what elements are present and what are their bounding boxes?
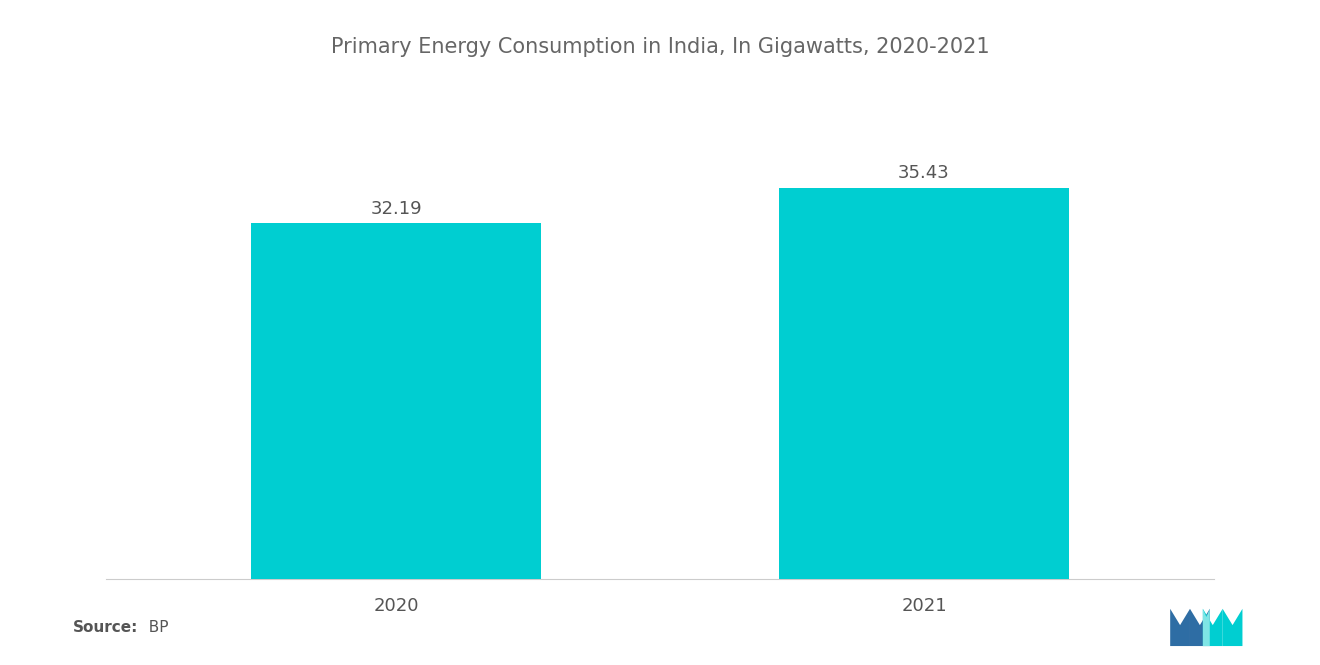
Polygon shape — [1222, 609, 1242, 646]
Bar — [251, 223, 541, 579]
Text: 32.19: 32.19 — [370, 200, 422, 218]
Text: Primary Energy Consumption in India, In Gigawatts, 2020-2021: Primary Energy Consumption in India, In … — [331, 37, 989, 57]
Polygon shape — [1203, 609, 1222, 646]
Polygon shape — [1203, 609, 1209, 646]
Polygon shape — [1191, 609, 1209, 646]
Text: Source:: Source: — [73, 620, 139, 635]
Text: BP: BP — [139, 620, 168, 635]
Bar — [779, 188, 1069, 579]
Text: 35.43: 35.43 — [898, 164, 950, 182]
Polygon shape — [1171, 609, 1191, 646]
